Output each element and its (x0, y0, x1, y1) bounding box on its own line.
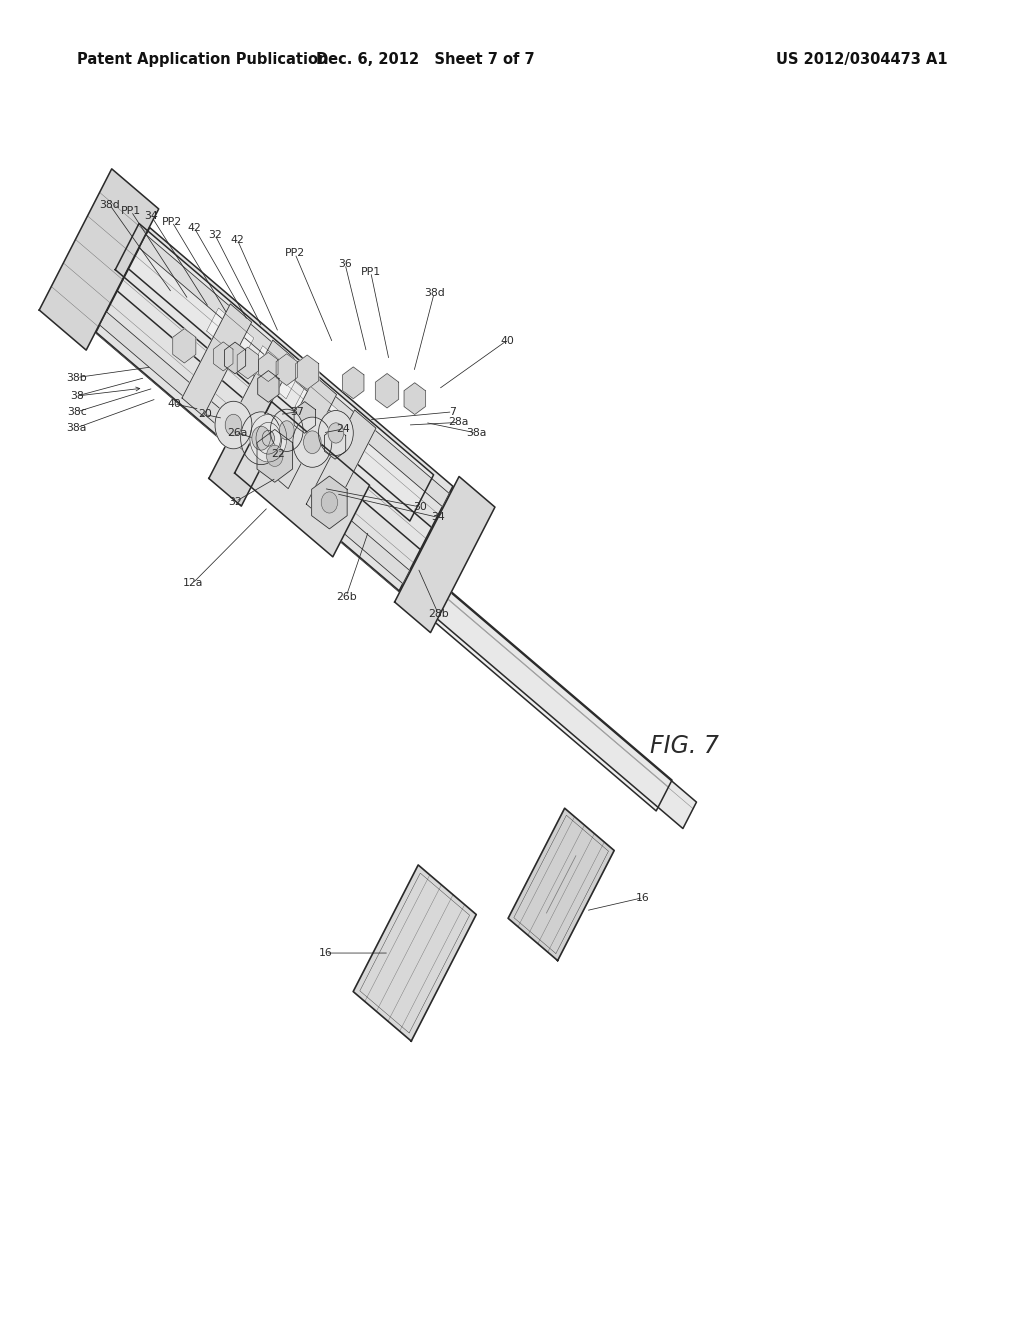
Text: 34: 34 (431, 512, 445, 523)
Text: 28a: 28a (449, 417, 469, 428)
Text: 42: 42 (187, 223, 202, 234)
Text: 40: 40 (167, 399, 181, 409)
Text: Dec. 6, 2012   Sheet 7 of 7: Dec. 6, 2012 Sheet 7 of 7 (315, 51, 535, 67)
Polygon shape (139, 235, 450, 507)
Polygon shape (257, 429, 293, 482)
Polygon shape (325, 428, 346, 459)
Polygon shape (296, 355, 318, 389)
Text: 34: 34 (144, 211, 159, 222)
Text: 30: 30 (413, 502, 427, 512)
Text: FIG. 7: FIG. 7 (650, 734, 719, 758)
Polygon shape (306, 411, 376, 523)
Polygon shape (173, 329, 196, 363)
Text: 38b: 38b (67, 372, 87, 383)
Polygon shape (96, 227, 453, 591)
Text: 38d: 38d (424, 288, 444, 298)
Polygon shape (267, 376, 337, 488)
Text: 38a: 38a (466, 428, 486, 438)
Text: 37: 37 (290, 407, 304, 417)
Text: 40: 40 (500, 335, 514, 346)
Text: PP1: PP1 (360, 267, 381, 277)
Text: 32: 32 (208, 230, 222, 240)
Text: US 2012/0304473 A1: US 2012/0304473 A1 (775, 51, 947, 67)
Text: 12a: 12a (182, 578, 203, 589)
Polygon shape (213, 342, 233, 371)
Polygon shape (508, 808, 614, 961)
Text: 36: 36 (338, 259, 352, 269)
Text: 16: 16 (318, 948, 333, 958)
Text: 32: 32 (228, 496, 243, 507)
Text: 28b: 28b (428, 609, 449, 619)
Text: PP1: PP1 (121, 206, 141, 216)
Circle shape (225, 414, 242, 436)
Polygon shape (224, 341, 294, 453)
Circle shape (322, 492, 338, 513)
Circle shape (270, 409, 303, 451)
Text: 26a: 26a (227, 428, 248, 438)
Text: 38: 38 (70, 391, 84, 401)
Text: Patent Application Publication: Patent Application Publication (77, 51, 329, 67)
Polygon shape (182, 304, 252, 416)
Polygon shape (294, 401, 315, 433)
Circle shape (262, 430, 274, 446)
Polygon shape (295, 383, 342, 437)
Text: PP2: PP2 (162, 216, 182, 227)
Text: 20: 20 (198, 409, 212, 420)
Text: 24: 24 (336, 424, 350, 434)
Circle shape (215, 401, 252, 449)
Polygon shape (404, 383, 425, 414)
Polygon shape (94, 306, 679, 809)
Polygon shape (116, 223, 433, 521)
Circle shape (318, 411, 353, 455)
Text: 38a: 38a (67, 422, 87, 433)
Polygon shape (238, 347, 258, 379)
Polygon shape (353, 865, 476, 1041)
Polygon shape (376, 374, 398, 408)
Polygon shape (99, 312, 410, 583)
Polygon shape (76, 285, 672, 810)
Circle shape (303, 430, 322, 454)
Text: 38d: 38d (99, 199, 120, 210)
Polygon shape (207, 308, 254, 362)
Circle shape (280, 421, 294, 440)
Text: 38c: 38c (67, 407, 87, 417)
Polygon shape (102, 306, 696, 829)
Text: 42: 42 (230, 235, 245, 246)
Polygon shape (311, 477, 347, 529)
Polygon shape (39, 169, 159, 350)
Polygon shape (209, 418, 272, 506)
Circle shape (328, 422, 344, 444)
Polygon shape (394, 477, 495, 632)
Text: 22: 22 (271, 449, 286, 459)
Polygon shape (117, 269, 432, 549)
Polygon shape (251, 346, 298, 399)
Text: PP2: PP2 (285, 248, 305, 259)
Circle shape (250, 414, 287, 462)
Circle shape (252, 426, 270, 450)
Polygon shape (276, 354, 297, 385)
Polygon shape (234, 401, 370, 557)
Polygon shape (343, 367, 364, 399)
Polygon shape (258, 352, 279, 381)
Polygon shape (224, 342, 246, 374)
Circle shape (293, 417, 332, 467)
Polygon shape (258, 371, 279, 403)
Text: 16: 16 (636, 892, 650, 903)
Circle shape (266, 445, 283, 466)
Text: 7: 7 (450, 407, 456, 417)
Text: 26b: 26b (336, 591, 356, 602)
Circle shape (256, 422, 281, 454)
Circle shape (241, 412, 282, 465)
